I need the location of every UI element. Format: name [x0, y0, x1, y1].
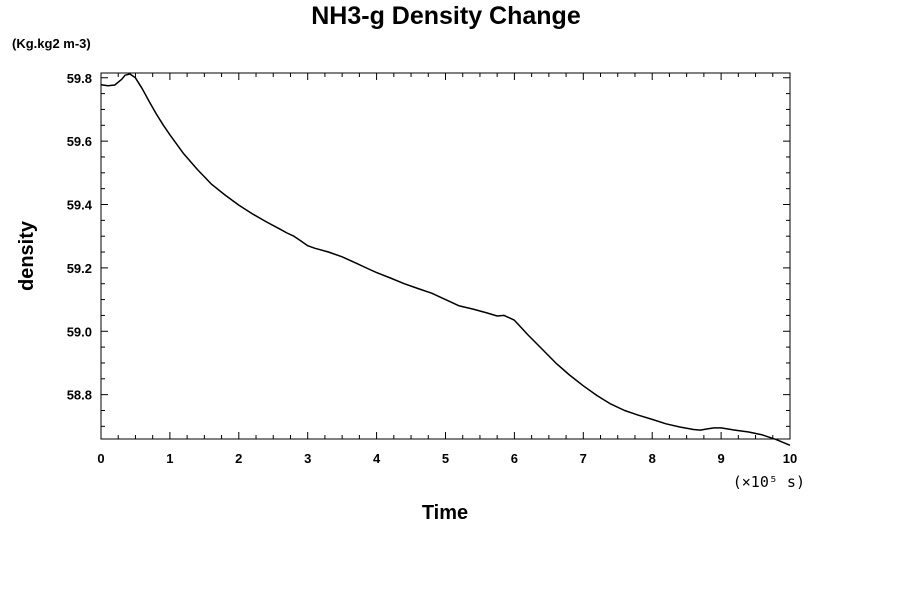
y-tick-label: 59.2: [67, 261, 92, 276]
axis-ticks: [100, 73, 791, 439]
y-tick-label: 59.0: [67, 324, 92, 339]
y-tick-label: 59.6: [67, 134, 92, 149]
y-tick-labels: 58.8 59.0 59.2 59.4 59.6 59.8: [67, 71, 93, 403]
x-tick-label: 5: [442, 451, 449, 466]
y-tick-label: 58.8: [67, 388, 92, 403]
x-tick-label: 10: [783, 451, 797, 466]
x-tick-label: 2: [235, 451, 242, 466]
y-axis-title: density: [16, 220, 38, 291]
x-tick-label: 1: [166, 451, 173, 466]
x-tick-label: 3: [304, 451, 311, 466]
plot-frame: [100, 72, 791, 440]
chart-title: NH3-g Density Change: [311, 2, 581, 30]
density-series-line: [100, 73, 791, 446]
x-tick-label: 0: [97, 451, 104, 466]
x-tick-label: 8: [649, 451, 656, 466]
y-axis-unit: (Kg.kg2 m-3): [12, 36, 91, 51]
x-axis-scale-note: (×10⁵ s): [733, 473, 805, 491]
x-tick-label: 7: [580, 451, 587, 466]
x-tick-labels: 0 1 2 3 4 5 6 7 8 9 10: [97, 451, 797, 466]
x-axis-title: Time: [422, 502, 468, 524]
y-tick-label: 59.4: [67, 198, 93, 213]
y-tick-label: 59.8: [67, 71, 92, 86]
x-tick-label: 9: [717, 451, 724, 466]
x-tick-label: 4: [373, 451, 381, 466]
x-tick-label: 6: [511, 451, 518, 466]
